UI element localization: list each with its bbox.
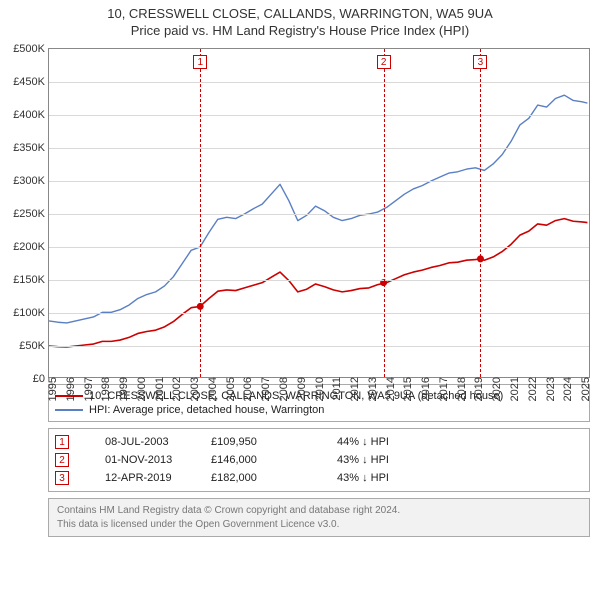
x-axis-label: 2020 [491, 377, 503, 401]
sales-row: 3 12-APR-2019 £182,000 43% ↓ HPI [55, 469, 583, 487]
sale-index: 2 [55, 453, 69, 467]
footer-line-1: Contains HM Land Registry data © Crown c… [57, 504, 581, 518]
sale-marker-line [384, 49, 385, 377]
x-axis-label: 2007 [260, 377, 272, 401]
x-axis-label: 2013 [367, 377, 379, 401]
x-axis-label: 2001 [154, 377, 166, 401]
x-axis-label: 2012 [349, 377, 361, 401]
x-axis-label: 2018 [456, 377, 468, 401]
sale-marker-line [480, 49, 481, 377]
sale-price: £146,000 [211, 454, 331, 466]
sale-diff: 44% ↓ HPI [337, 436, 583, 448]
footer-line-2: This data is licensed under the Open Gov… [57, 518, 581, 532]
x-axis-label: 2003 [189, 377, 201, 401]
sale-marker-box: 3 [473, 55, 487, 69]
footer-attribution: Contains HM Land Registry data © Crown c… [48, 498, 590, 537]
x-axis-label: 2005 [225, 377, 237, 401]
sale-price: £109,950 [211, 436, 331, 448]
y-axis-label: £50K [1, 340, 45, 352]
gridline [49, 346, 589, 347]
sale-marker-line [200, 49, 201, 377]
y-axis-label: £450K [1, 76, 45, 88]
series-line-hpi [49, 95, 587, 323]
gridline [49, 280, 589, 281]
x-axis-label: 1998 [100, 377, 112, 401]
x-axis-label: 2021 [509, 377, 521, 401]
gridline [49, 148, 589, 149]
x-axis-label: 2016 [420, 377, 432, 401]
x-axis-label: 2025 [580, 377, 592, 401]
y-axis-label: £250K [1, 208, 45, 220]
x-axis-label: 2009 [296, 377, 308, 401]
y-axis-label: £500K [1, 43, 45, 55]
legend-row: HPI: Average price, detached house, Warr… [55, 403, 583, 417]
x-axis-label: 2000 [136, 377, 148, 401]
sale-index: 1 [55, 435, 69, 449]
x-axis-label: 1999 [118, 377, 130, 401]
x-axis-label: 2024 [562, 377, 574, 401]
legend-label: HPI: Average price, detached house, Warr… [89, 404, 324, 416]
series-line-property [49, 219, 587, 347]
y-axis-label: £0 [1, 373, 45, 385]
x-axis-label: 2010 [314, 377, 326, 401]
sale-date: 12-APR-2019 [75, 472, 205, 484]
x-axis-label: 2019 [473, 377, 485, 401]
y-axis-label: £150K [1, 274, 45, 286]
x-axis-label: 1995 [47, 377, 59, 401]
sale-diff: 43% ↓ HPI [337, 472, 583, 484]
plot-area: £0£50K£100K£150K£200K£250K£300K£350K£400… [48, 48, 590, 378]
sales-row: 2 01-NOV-2013 £146,000 43% ↓ HPI [55, 451, 583, 469]
chart-title-sub: Price paid vs. HM Land Registry's House … [0, 23, 600, 38]
chart-title-main: 10, CRESSWELL CLOSE, CALLANDS, WARRINGTO… [0, 6, 600, 21]
x-axis-label: 1996 [65, 377, 77, 401]
gridline [49, 214, 589, 215]
x-axis-label: 2015 [402, 377, 414, 401]
sales-row: 1 08-JUL-2003 £109,950 44% ↓ HPI [55, 433, 583, 451]
y-axis-label: £350K [1, 142, 45, 154]
gridline [49, 247, 589, 248]
y-axis-label: £200K [1, 241, 45, 253]
gridline [49, 313, 589, 314]
chart-container: 10, CRESSWELL CLOSE, CALLANDS, WARRINGTO… [0, 0, 600, 537]
sale-price: £182,000 [211, 472, 331, 484]
sales-table: 1 08-JUL-2003 £109,950 44% ↓ HPI 2 01-NOV-201… [48, 428, 590, 492]
sale-marker-box: 1 [193, 55, 207, 69]
x-axis-label: 2017 [438, 377, 450, 401]
x-axis-label: 2011 [331, 377, 343, 401]
y-axis-label: £300K [1, 175, 45, 187]
x-axis-label: 2023 [545, 377, 557, 401]
sale-diff: 43% ↓ HPI [337, 454, 583, 466]
x-axis-label: 2002 [171, 377, 183, 401]
x-axis-label: 2006 [242, 377, 254, 401]
x-axis-label: 2022 [527, 377, 539, 401]
x-axis-label: 2004 [207, 377, 219, 401]
chart-svg [49, 49, 589, 377]
gridline [49, 82, 589, 83]
y-axis-label: £100K [1, 307, 45, 319]
chart-titles: 10, CRESSWELL CLOSE, CALLANDS, WARRINGTO… [0, 0, 600, 38]
gridline [49, 181, 589, 182]
sale-date: 08-JUL-2003 [75, 436, 205, 448]
legend-swatch [55, 409, 83, 411]
sale-marker-box: 2 [377, 55, 391, 69]
x-axis-label: 2008 [278, 377, 290, 401]
x-axis-label: 1997 [83, 377, 95, 401]
sale-date: 01-NOV-2013 [75, 454, 205, 466]
y-axis-label: £400K [1, 109, 45, 121]
gridline [49, 115, 589, 116]
sale-index: 3 [55, 471, 69, 485]
x-axis-label: 2014 [385, 377, 397, 401]
